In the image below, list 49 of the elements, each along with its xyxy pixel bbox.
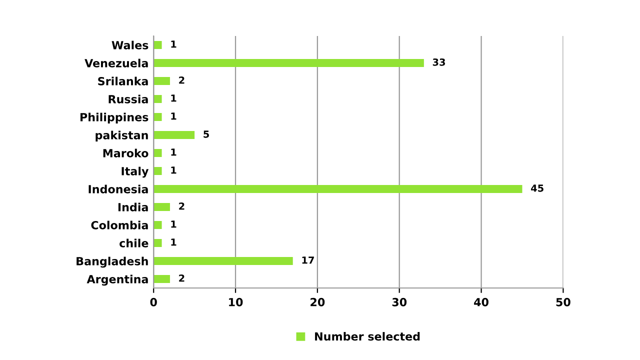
x-tick-label: 40 [474, 298, 488, 306]
bar [154, 256, 293, 266]
bar [154, 166, 162, 176]
data-label: 1 [171, 166, 176, 174]
bar [154, 220, 162, 230]
y-tick-label: Venezuela [84, 58, 148, 68]
y-tick-label: Russia [108, 94, 148, 104]
x-tick-label: 30 [392, 298, 407, 306]
bar [154, 238, 162, 248]
x-tick-label: 50 [556, 298, 570, 306]
y-tick-label: Philippines [80, 112, 148, 124]
bar [154, 274, 170, 284]
x-tick-label: 0 [150, 298, 157, 306]
bar [154, 202, 170, 212]
y-tick-label: Wales [112, 40, 148, 50]
y-tick-label: Colombia [91, 220, 148, 230]
data-label: 1 [171, 148, 176, 156]
x-tick-label: 20 [310, 298, 325, 306]
bar [154, 148, 162, 158]
y-tick-label: Maroko [103, 148, 148, 158]
data-label: 1 [171, 112, 176, 120]
y-tick-label: Italy [122, 166, 149, 178]
y-tick-label: Argentina [86, 274, 148, 286]
data-label: 2 [179, 76, 184, 84]
data-label: 2 [179, 274, 184, 282]
bar [154, 112, 162, 122]
y-tick-label: Indonesia [88, 184, 148, 194]
data-label: 17 [302, 256, 314, 264]
data-label: 33 [432, 58, 446, 66]
data-label: 1 [171, 40, 176, 48]
data-label: 45 [531, 184, 544, 192]
data-label: 1 [171, 238, 176, 246]
bar [154, 58, 424, 68]
bar [154, 184, 522, 194]
data-label: 5 [204, 130, 209, 138]
legend-label: Number selected [315, 332, 420, 341]
y-tick-label: India [118, 202, 148, 212]
bar [154, 76, 170, 86]
data-label: 2 [179, 202, 184, 210]
bar [154, 40, 162, 50]
y-tick-label: pakistan [96, 130, 148, 142]
y-tick-label: Srilanka [98, 76, 148, 86]
data-label: 1 [171, 94, 176, 102]
bar [154, 94, 162, 104]
data-label: 1 [171, 220, 176, 228]
x-tick-label: 10 [229, 298, 243, 306]
bar [154, 130, 195, 140]
y-tick-label: Bangladesh [76, 256, 148, 268]
y-tick-label: chile [120, 238, 148, 248]
